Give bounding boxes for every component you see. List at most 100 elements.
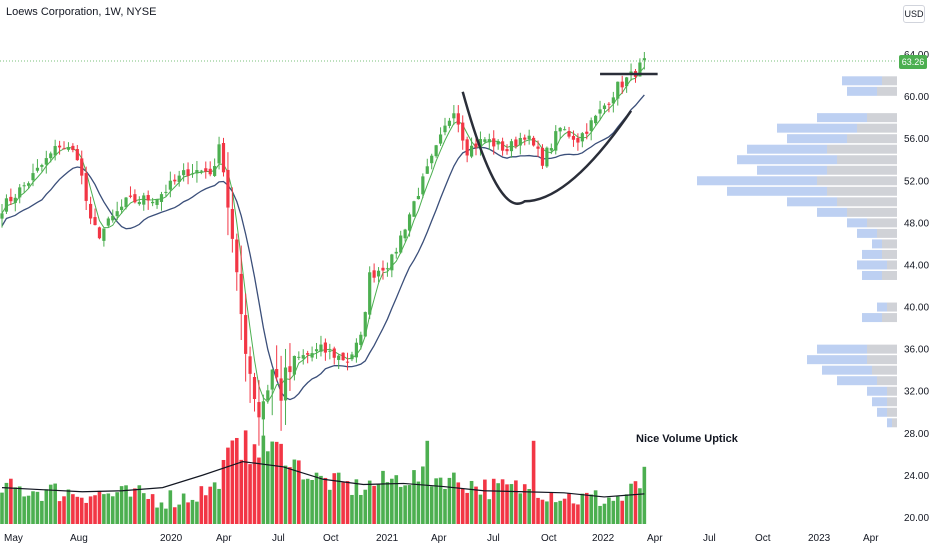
volume-bar [62, 496, 66, 524]
candle [527, 129, 531, 145]
profile-row [877, 407, 897, 417]
profile-row [872, 239, 897, 249]
volume-bar [580, 493, 585, 524]
candle [567, 126, 571, 139]
volume-bar [571, 503, 576, 524]
candle [235, 233, 239, 291]
volume-bar [22, 496, 26, 524]
volume-bars [0, 430, 647, 524]
candle [35, 159, 40, 173]
volume-bar [394, 475, 399, 524]
volume-bar [522, 484, 527, 524]
price-tick-label: 32.00 [904, 387, 929, 398]
volume-bar [44, 489, 49, 524]
candle [239, 245, 243, 341]
candle [310, 346, 314, 362]
profile-row [697, 176, 897, 186]
volume-bar [376, 483, 381, 524]
volume-bar [412, 470, 416, 524]
volume-bar [478, 494, 483, 524]
price-tick-label: 52.00 [904, 176, 929, 187]
candle [602, 103, 607, 115]
time-axis[interactable]: May Aug 2020 Apr Jul Oct 2021 Apr Jul Oct 2022 Apr J… [4, 533, 879, 544]
candle [75, 144, 79, 161]
candle [332, 346, 336, 365]
volume-bar [26, 495, 31, 524]
volume-bar [452, 472, 456, 524]
volume-bar [53, 483, 57, 524]
time-tick-label: May [4, 533, 23, 544]
ma-fast-line [1, 66, 645, 403]
candle [120, 199, 124, 214]
candle [438, 127, 443, 146]
volume-bar [288, 467, 292, 524]
volume-bar [35, 491, 40, 524]
volume-bar [584, 492, 589, 524]
candlesticks [0, 52, 646, 450]
candle [208, 161, 212, 177]
volume-bar [270, 441, 275, 524]
volume-bar [199, 486, 204, 524]
volume-bar [221, 459, 226, 524]
volume-bar [607, 497, 611, 524]
price-tick-label: 20.00 [904, 513, 929, 524]
candle [288, 343, 292, 391]
price-tick-label: 60.00 [904, 92, 929, 103]
candle [44, 150, 48, 174]
candle [213, 158, 217, 177]
profile-row [857, 260, 897, 270]
candle [319, 335, 323, 357]
candle [84, 166, 88, 211]
volume-bar [536, 497, 540, 524]
candle [124, 196, 128, 210]
volume-bar [332, 473, 337, 524]
volume-bar [17, 486, 22, 524]
ma-slow-line [1, 94, 645, 401]
currency-button[interactable]: USD [903, 5, 925, 23]
candle [257, 380, 261, 446]
volume-bar [195, 501, 199, 524]
volume-bar [553, 502, 558, 524]
volume-bar [562, 498, 567, 524]
candle [376, 267, 381, 283]
volume-bar [447, 477, 452, 524]
candle [345, 352, 350, 371]
volume-bar [0, 492, 4, 524]
volume-bar [248, 464, 252, 524]
volume-bar [310, 479, 314, 524]
candle [434, 144, 438, 158]
volume-bar [13, 487, 18, 524]
profile-row [872, 397, 897, 407]
candle [301, 349, 305, 365]
profile-row [737, 155, 897, 165]
candle [66, 142, 71, 152]
price-tick-label: 28.00 [904, 429, 929, 440]
candle [474, 137, 478, 156]
volume-bar [266, 451, 270, 524]
profile-row [817, 344, 897, 354]
volume-bar [283, 465, 288, 524]
volume-bar [620, 500, 624, 524]
candle [625, 76, 629, 93]
candle [4, 194, 9, 215]
volume-bar [354, 479, 359, 524]
time-tick-label: Apr [431, 533, 447, 544]
candle [598, 100, 602, 121]
candle [199, 169, 203, 175]
candle [297, 351, 301, 361]
volume-bar [540, 499, 545, 524]
candle [416, 187, 421, 200]
candle [261, 394, 265, 450]
volume-bar [496, 483, 500, 524]
volume-bar [500, 479, 505, 524]
profile-row [807, 355, 897, 365]
price-tick-label: 48.00 [904, 218, 929, 229]
volume-bar [474, 486, 478, 524]
volume-bar [505, 484, 509, 524]
volume-bar [465, 492, 469, 524]
candle [394, 247, 398, 259]
candle [554, 125, 558, 155]
